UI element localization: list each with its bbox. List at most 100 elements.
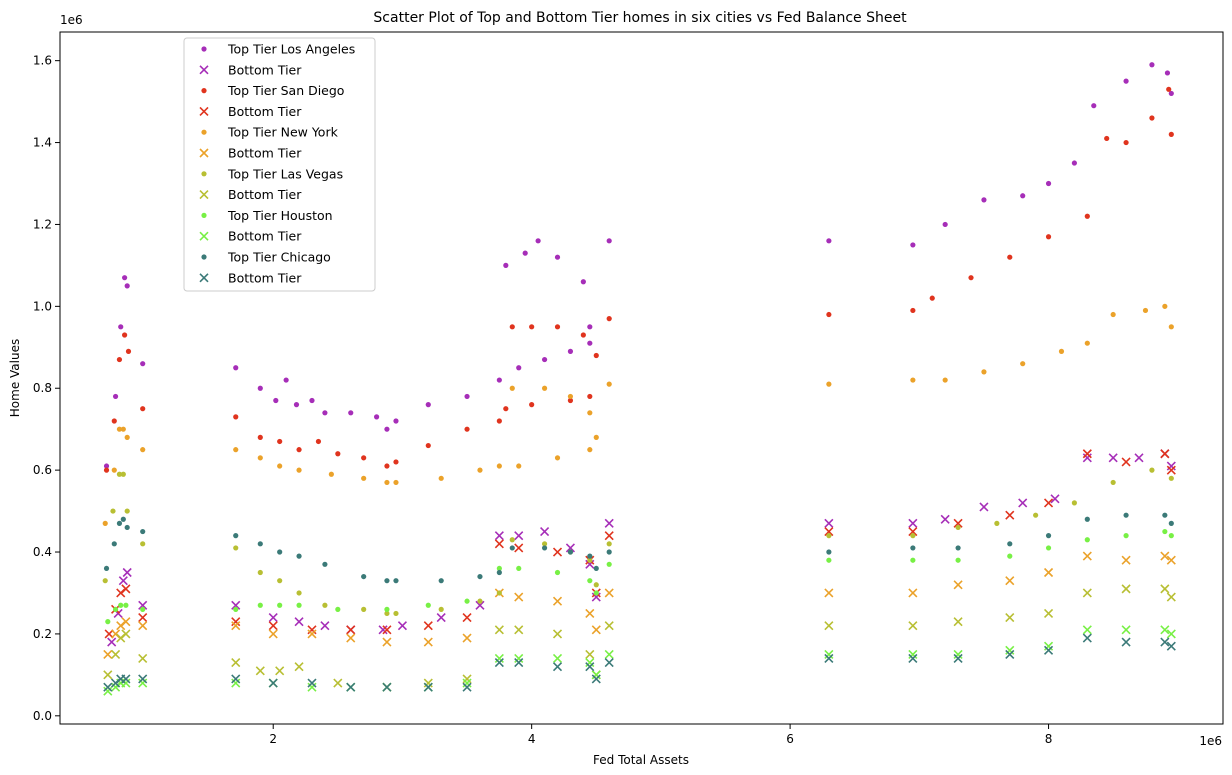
series-0 (103, 62, 1174, 469)
x-marker (908, 621, 918, 631)
dot-marker (257, 602, 263, 608)
dot-marker (606, 316, 612, 322)
x-marker (103, 670, 113, 680)
x-marker (1005, 645, 1015, 655)
dot-marker (384, 479, 390, 486)
dot-marker (1162, 303, 1168, 309)
dot-marker (116, 471, 123, 477)
dot-marker (529, 324, 535, 330)
dot-marker (1058, 348, 1065, 354)
legend-label: Top Tier Houston (227, 208, 333, 223)
dot-marker (1162, 528, 1168, 535)
dot-marker (328, 471, 334, 477)
x-marker (121, 617, 131, 627)
dot-marker (587, 340, 593, 346)
dot-marker (1168, 90, 1174, 97)
legend-marker (199, 106, 209, 116)
legend-label: Top Tier Chicago (227, 250, 331, 265)
x-marker (1043, 498, 1054, 508)
dot-marker (273, 397, 279, 404)
dot-marker (112, 606, 119, 612)
dot-marker (1104, 135, 1110, 142)
x-marker (979, 502, 989, 512)
dot-marker (102, 520, 108, 526)
y-tick-label: 0.4 (33, 545, 52, 559)
dot-marker (277, 463, 283, 469)
dot-marker (567, 549, 574, 555)
legend-label: Bottom Tier (228, 146, 302, 161)
x-marker (1166, 465, 1176, 475)
dot-marker (105, 619, 111, 625)
x-marker (1082, 588, 1092, 598)
dot-marker (335, 451, 341, 457)
dot-marker (110, 508, 116, 514)
x-tick-label: 8 (1045, 732, 1053, 746)
x-marker (1082, 633, 1092, 643)
dot-marker (826, 238, 832, 244)
dot-marker (140, 361, 146, 367)
y-tick-label: 0.2 (33, 627, 52, 641)
data-marks (102, 62, 1176, 696)
x-marker (953, 518, 963, 528)
dot-marker (1007, 541, 1013, 547)
x-marker (494, 539, 504, 549)
x-marker (604, 658, 614, 668)
dot-marker (111, 541, 117, 547)
x-marker (138, 678, 148, 688)
dot-marker (116, 356, 123, 363)
dot-marker (554, 254, 561, 260)
dot-marker (393, 578, 399, 584)
dot-marker (554, 324, 561, 330)
axis-ticks: 2 4 6 8 0.0 0.2 0.4 0.6 0.8 1.0 1.2 1.4 1.6 (33, 54, 1052, 746)
y-axis-label: Home Values (8, 339, 22, 417)
x-marker (1043, 641, 1054, 651)
x-marker (552, 547, 563, 557)
y-tick-label: 1.6 (33, 54, 52, 68)
dot-marker (438, 475, 444, 481)
dot-marker (981, 369, 987, 375)
x-marker (1134, 453, 1144, 463)
x-marker (494, 531, 504, 541)
x-marker (138, 653, 148, 664)
legend-marker (199, 190, 209, 200)
x-marker (346, 633, 356, 643)
dot-marker (496, 590, 502, 596)
x-marker (462, 612, 472, 623)
x-marker (953, 617, 963, 627)
dot-marker (257, 434, 263, 440)
dot-marker (277, 602, 283, 608)
x-marker (231, 600, 241, 610)
legend-label: Top Tier Las Vegas (227, 166, 343, 181)
x-marker (585, 662, 595, 672)
dot-marker (1033, 512, 1039, 518)
dot-marker (384, 463, 390, 469)
x-marker (138, 621, 148, 631)
dot-marker (593, 565, 599, 572)
x-marker (494, 625, 504, 635)
dot-marker (233, 533, 239, 539)
legend-label: Top Tier San Diego (227, 83, 344, 98)
dot-marker (529, 402, 535, 408)
legend-marker (201, 129, 207, 135)
dot-marker (981, 197, 987, 203)
dot-marker (541, 545, 548, 551)
legend-marker (199, 231, 209, 241)
x-marker (908, 653, 918, 664)
x-marker (138, 612, 148, 623)
x-marker (462, 682, 472, 692)
x-marker (514, 531, 524, 541)
dot-marker (1123, 78, 1129, 84)
dot-marker (120, 516, 126, 522)
dot-marker (826, 311, 832, 318)
dot-marker (257, 541, 263, 547)
dot-marker (910, 242, 916, 248)
x-marker (1005, 612, 1015, 623)
dot-marker (1168, 131, 1174, 137)
dot-marker (373, 414, 380, 420)
dot-marker (994, 520, 1000, 526)
x-marker (604, 649, 614, 659)
x-marker (552, 629, 563, 639)
x-marker (103, 682, 113, 692)
dot-marker (593, 582, 599, 588)
